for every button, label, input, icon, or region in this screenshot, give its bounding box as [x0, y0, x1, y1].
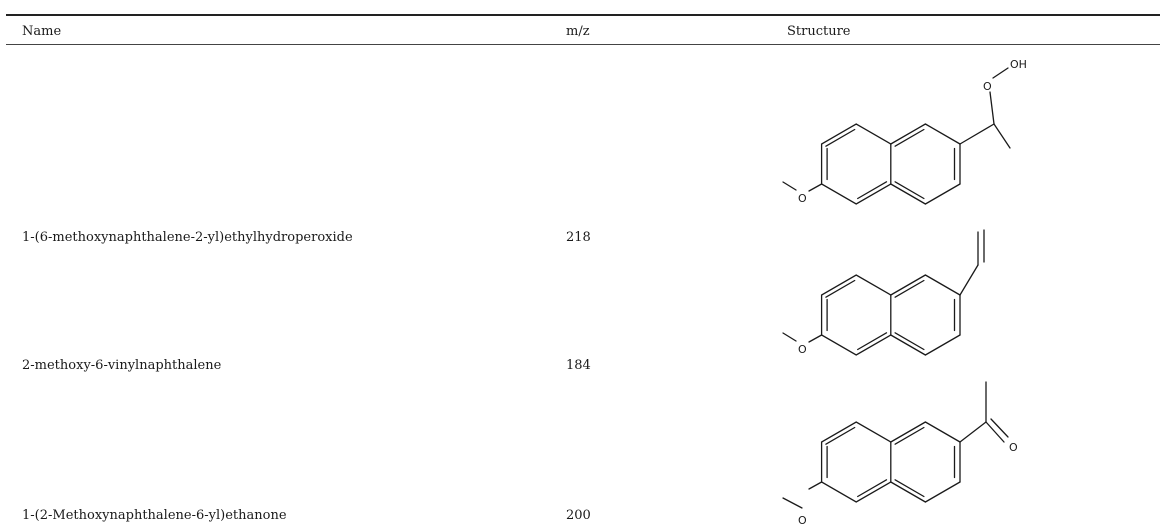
- methoxy-oxygen-label: O: [798, 514, 807, 527]
- row-3-structure: O O: [780, 376, 1140, 530]
- column-header-structure: Structure: [787, 24, 851, 39]
- methoxy-oxygen-label: O: [798, 343, 807, 356]
- table-top-rule: [6, 14, 1160, 16]
- peroxide-oxygen-label: O: [983, 80, 992, 93]
- row-1-mz: 218: [566, 230, 591, 245]
- column-header-name: Name: [22, 24, 62, 39]
- naphthalene-core: [820, 274, 961, 356]
- row-3-mz: 200: [566, 508, 591, 523]
- naphthalene-core: [820, 421, 961, 503]
- naphthalene-core: [820, 123, 961, 205]
- column-header-mz: m/z: [566, 24, 590, 39]
- row-2-name: 2-methoxy-6-vinylnaphthalene: [22, 358, 222, 373]
- row-2-structure: O: [780, 220, 1140, 380]
- row-2-mz: 184: [566, 358, 591, 373]
- row-1-structure: O O OH: [780, 52, 1140, 232]
- methoxy-oxygen-label: O: [798, 192, 807, 205]
- table-header-rule: [6, 44, 1160, 45]
- hydroxyl-label: OH: [1010, 58, 1027, 71]
- vinylnaphthalene-structure-diagram: O: [782, 229, 985, 356]
- ethanone-structure-diagram: O O: [782, 381, 1018, 527]
- carbonyl-oxygen-label: O: [1009, 441, 1018, 454]
- hydroperoxide-structure-diagram: O O OH: [782, 58, 1027, 205]
- row-3-name: 1-(2-Methoxynaphthalene-6-yl)ethanone: [22, 508, 287, 523]
- row-1-name: 1-(6-methoxynaphthalene-2-yl)ethylhydrop…: [22, 230, 353, 245]
